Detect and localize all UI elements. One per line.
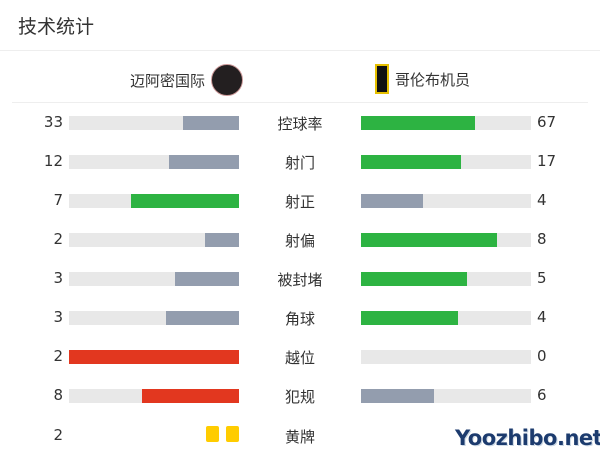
home-team-name: 迈阿密国际 xyxy=(130,71,206,90)
away-value: 6 xyxy=(537,386,547,404)
away-bar-fill xyxy=(361,233,497,247)
yellow-card-icon xyxy=(226,426,239,442)
home-bar-fill xyxy=(130,194,239,208)
stat-label: 角球 xyxy=(284,310,315,328)
home-bar-fill xyxy=(69,350,239,364)
away-bar xyxy=(361,233,531,247)
away-bar xyxy=(361,116,531,130)
stat-label: 射正 xyxy=(284,193,315,211)
watermark: Yoozhibo.net xyxy=(455,426,600,450)
home-bar xyxy=(69,233,239,247)
home-bar-fill xyxy=(205,233,239,247)
home-bar-fill xyxy=(166,311,239,325)
home-value: 12 xyxy=(43,152,63,170)
home-value: 3 xyxy=(53,308,63,326)
home-bar xyxy=(69,155,239,169)
away-bar xyxy=(361,272,531,286)
away-bar xyxy=(361,350,531,364)
away-value: 67 xyxy=(537,113,557,131)
stat-label: 犯规 xyxy=(284,388,315,406)
home-team: 迈阿密国际 xyxy=(130,64,244,96)
away-team-name: 哥伦布机员 xyxy=(395,70,471,89)
stat-row-yellow-cards: 2 黄牌 xyxy=(0,426,600,446)
stat-label: 射偏 xyxy=(284,232,315,250)
home-value: 2 xyxy=(53,347,63,365)
divider xyxy=(12,102,588,103)
stat-label: 被封堵 xyxy=(277,271,323,289)
away-team: 哥伦布机员 xyxy=(375,64,470,94)
away-bar xyxy=(361,155,531,169)
away-value: 0 xyxy=(537,347,547,365)
away-bar-fill xyxy=(361,311,459,325)
stat-row: 7 射正 4 xyxy=(0,191,600,211)
home-bar xyxy=(69,194,239,208)
stat-row: 3 被封堵 5 xyxy=(0,269,600,289)
home-value: 2 xyxy=(53,230,63,248)
away-bar xyxy=(361,389,531,403)
home-value: 8 xyxy=(53,386,63,404)
stat-label: 射门 xyxy=(284,154,315,172)
away-bar-fill xyxy=(361,155,461,169)
yellow-card-icon xyxy=(206,426,219,442)
home-bar xyxy=(69,116,239,130)
home-value: 3 xyxy=(53,269,63,287)
stat-row: 8 犯规 6 xyxy=(0,386,600,406)
home-bar-fill xyxy=(175,272,239,286)
away-value: 17 xyxy=(537,152,557,170)
stat-row: 3 角球 4 xyxy=(0,308,600,328)
stat-row: 2 越位 0 xyxy=(0,347,600,367)
away-value: 4 xyxy=(537,308,547,326)
home-value: 7 xyxy=(53,191,63,209)
away-bar xyxy=(361,311,531,325)
stat-row: 2 射偏 8 xyxy=(0,230,600,250)
home-bar xyxy=(69,350,239,364)
away-bar-fill xyxy=(361,194,423,208)
home-bar-fill xyxy=(182,116,239,130)
stat-label: 越位 xyxy=(284,349,315,367)
page-title: 技术统计 xyxy=(18,16,95,38)
divider xyxy=(0,50,600,51)
away-value: 4 xyxy=(537,191,547,209)
home-bar-fill xyxy=(168,155,239,169)
stat-row: 33 控球率 67 xyxy=(0,113,600,133)
home-value: 33 xyxy=(43,113,63,131)
stat-label: 控球率 xyxy=(277,115,323,133)
away-bar-fill xyxy=(361,116,475,130)
away-bar-fill xyxy=(361,389,434,403)
away-bar xyxy=(361,194,531,208)
columbus-crew-logo-icon xyxy=(375,64,389,94)
away-value: 5 xyxy=(537,269,547,287)
stat-row: 12 射门 17 xyxy=(0,152,600,172)
home-bar xyxy=(69,389,239,403)
away-bar-fill xyxy=(361,272,468,286)
home-bar xyxy=(69,311,239,325)
inter-miami-logo-icon xyxy=(211,64,244,96)
away-value: 8 xyxy=(537,230,547,248)
home-bar xyxy=(69,272,239,286)
home-value: 2 xyxy=(53,426,63,444)
stat-label: 黄牌 xyxy=(284,428,315,446)
home-bar-fill xyxy=(141,389,239,403)
